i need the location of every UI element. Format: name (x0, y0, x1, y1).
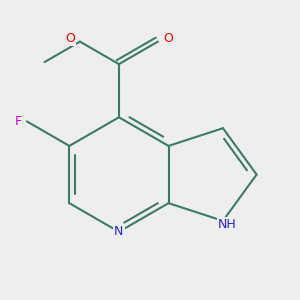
Text: O: O (65, 32, 75, 45)
Text: F: F (15, 115, 22, 128)
Text: N: N (114, 225, 124, 238)
Text: NH: NH (218, 218, 236, 231)
Text: O: O (163, 32, 172, 45)
